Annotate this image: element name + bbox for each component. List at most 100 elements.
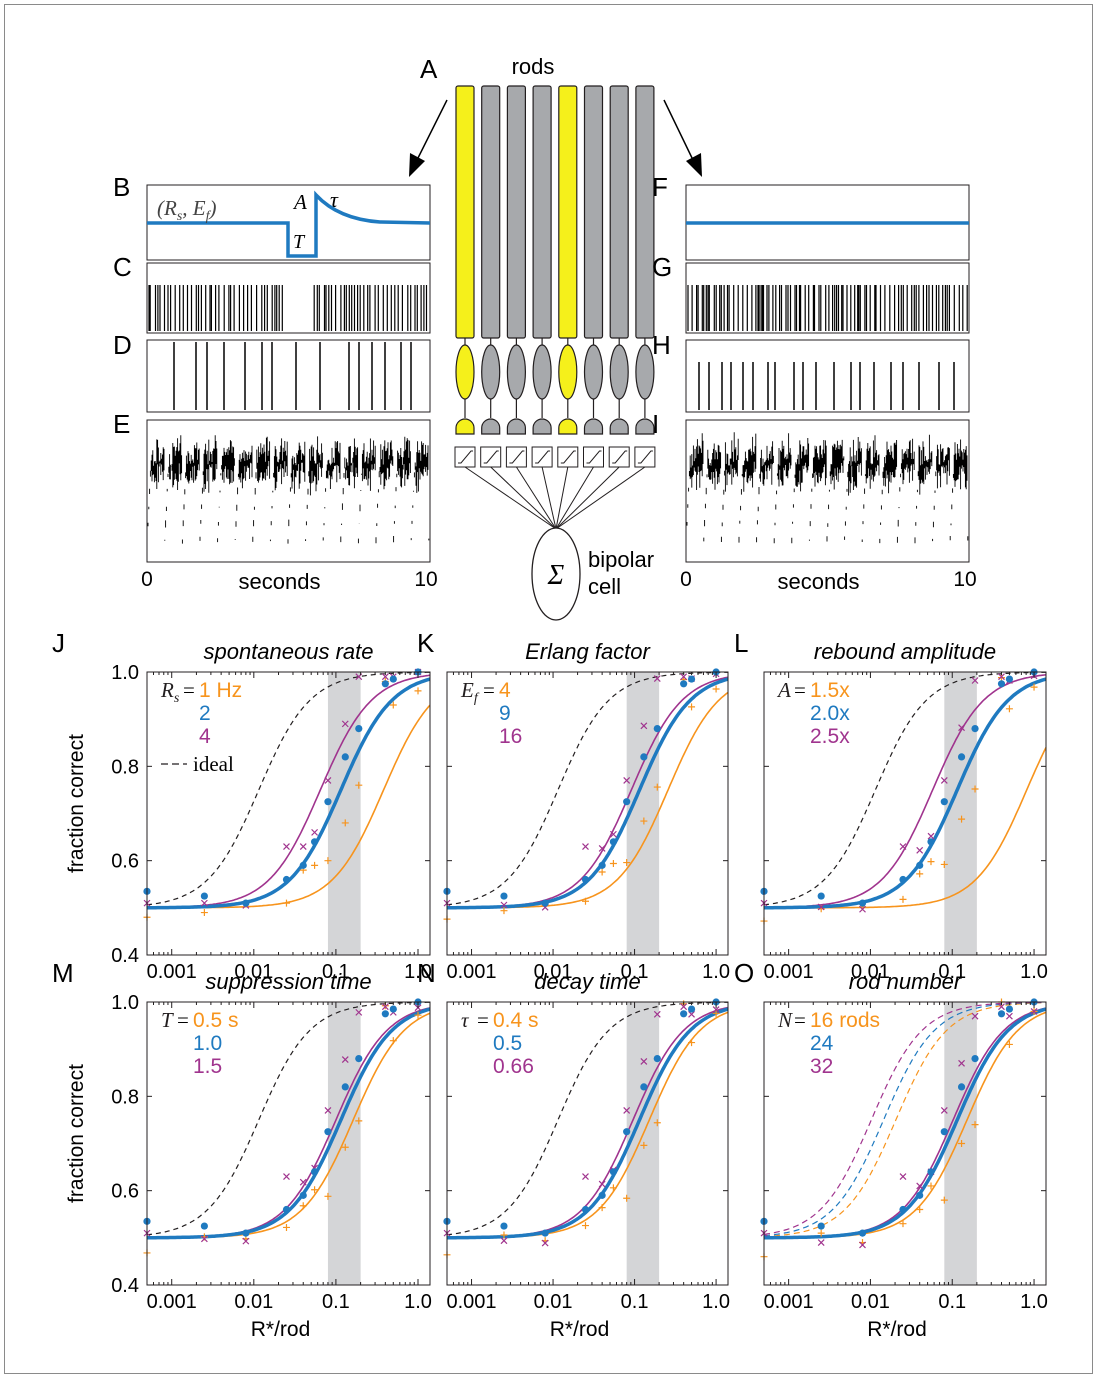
- data-point-orange: [712, 1009, 720, 1017]
- data-point-blue: [971, 725, 979, 733]
- data-point-orange: [355, 781, 363, 789]
- legend-ideal-label: ideal: [193, 752, 234, 776]
- data-point-orange: [598, 868, 606, 876]
- nonlinearity-box: [454, 446, 476, 468]
- rate-trace-b: [147, 190, 431, 258]
- rod-terminal: [532, 418, 552, 435]
- data-point-blue: [598, 861, 606, 869]
- rod-inner-segment: [558, 344, 578, 400]
- time-axis-label: seconds: [778, 569, 860, 594]
- data-point-orange: [598, 1204, 606, 1212]
- chart-panel-o: 0.001 0.01 0.1 1.0 R*/rod O rod number N = 16 rod…: [734, 958, 1048, 1341]
- x-tick-label: 1.0: [404, 961, 432, 983]
- param-tau: τ: [330, 187, 339, 212]
- data-point-orange: [971, 785, 979, 793]
- rod-terminal: [609, 418, 629, 435]
- data-point-orange: [200, 909, 208, 917]
- convergence-line: [555, 466, 620, 530]
- x-axis-label: R*/rod: [251, 1318, 311, 1341]
- data-point-blue: [858, 1229, 867, 1237]
- x-tick-label: 0.001: [447, 1291, 497, 1313]
- data-point-blue: [916, 1191, 924, 1199]
- y-axis-label: fraction correct: [65, 734, 88, 873]
- data-point-blue: [899, 875, 907, 884]
- panel-label-j: J: [52, 628, 65, 658]
- trace-box-g: [685, 262, 970, 334]
- data-point-blue: [609, 1168, 618, 1176]
- x-tick-label: 0.1: [621, 1291, 649, 1313]
- sparse-spikes-d: [173, 342, 412, 410]
- data-point-purple: [283, 843, 290, 850]
- data-point-purple: [299, 1178, 307, 1186]
- legend-entry-0: 0.5 s: [193, 1009, 239, 1032]
- data-point-purple: [899, 843, 907, 850]
- legend-entry-1: 24: [810, 1032, 834, 1055]
- data-point-blue: [581, 875, 590, 884]
- data-point-orange: [916, 870, 924, 878]
- data-point-blue: [500, 892, 508, 900]
- data-point-purple: [1030, 1008, 1038, 1015]
- data-point-orange: [282, 1223, 290, 1231]
- data-point-blue: [381, 1010, 389, 1018]
- x-tick-label: 1.0: [702, 961, 730, 983]
- time-tick-10: 10: [414, 568, 437, 591]
- time-tick-0: 0: [141, 568, 153, 591]
- data-point-orange: [653, 783, 661, 791]
- data-point-blue: [653, 725, 661, 733]
- data-point-blue: [581, 1205, 590, 1214]
- data-point-purple: [916, 1182, 924, 1190]
- nonlinearity-curve: [458, 450, 473, 464]
- legend-equals: =: [794, 678, 806, 702]
- data-point-blue: [282, 1205, 291, 1214]
- data-point-purple: [500, 1237, 508, 1245]
- panel-label-c: C: [113, 252, 132, 282]
- panel-title: rebound amplitude: [814, 639, 996, 664]
- data-point-purple: [541, 1239, 549, 1247]
- data-point-orange: [1005, 705, 1013, 713]
- legend-entry-1: 2: [199, 702, 211, 725]
- x-tick-label: 0.01: [534, 961, 573, 983]
- legend-entry-0: 1.5x: [810, 679, 850, 702]
- data-point-purple: [971, 677, 979, 684]
- legend-entry-2: 0.66: [493, 1055, 534, 1078]
- param-rs-ef: (Rs, Ef): [157, 196, 217, 224]
- arrow-right-line: [663, 99, 694, 161]
- data-point-orange: [324, 857, 332, 865]
- data-point-blue: [541, 899, 549, 907]
- data-point-blue: [653, 1055, 661, 1063]
- data-point-purple: [712, 1006, 720, 1013]
- data-point-orange: [899, 1220, 907, 1228]
- data-point-blue: [324, 798, 332, 806]
- legend-entry-1: 1.0: [193, 1032, 222, 1055]
- rod-outer-segment: [635, 85, 655, 339]
- nonlinearity-box: [480, 446, 502, 468]
- legend-equals: =: [477, 1008, 489, 1032]
- panel-label-i: I: [652, 409, 659, 439]
- data-point-purple: [355, 1008, 363, 1016]
- data-point-orange: [940, 860, 948, 868]
- data-point-orange: [971, 1121, 979, 1129]
- x-tick-label: 0.001: [447, 961, 497, 983]
- panel-label-e: E: [113, 409, 130, 439]
- data-point-purple: [940, 777, 948, 784]
- y-tick-label: 1.0: [111, 662, 139, 684]
- fit-curve-orange: [764, 1011, 1047, 1239]
- legend-entry-0: 16 rods: [810, 1009, 880, 1032]
- data-point-purple: [582, 1173, 589, 1180]
- x-tick-label: 1.0: [702, 1291, 730, 1313]
- shaded-region: [327, 672, 361, 955]
- data-point-blue: [310, 1168, 319, 1176]
- trace-box-d: [146, 339, 431, 413]
- data-point-blue: [916, 861, 924, 869]
- time-tick-10: 10: [953, 568, 976, 591]
- data-point-blue: [341, 753, 349, 761]
- membrane-trace-e: [147, 435, 430, 544]
- data-point-blue: [687, 675, 696, 683]
- data-point-purple: [688, 1010, 695, 1018]
- data-point-blue: [324, 1128, 332, 1136]
- panel-label-d: D: [113, 330, 132, 360]
- fit-curve-blue: [147, 1007, 431, 1240]
- nonlinearity-curve: [483, 450, 499, 464]
- panel-label-g: G: [652, 252, 672, 282]
